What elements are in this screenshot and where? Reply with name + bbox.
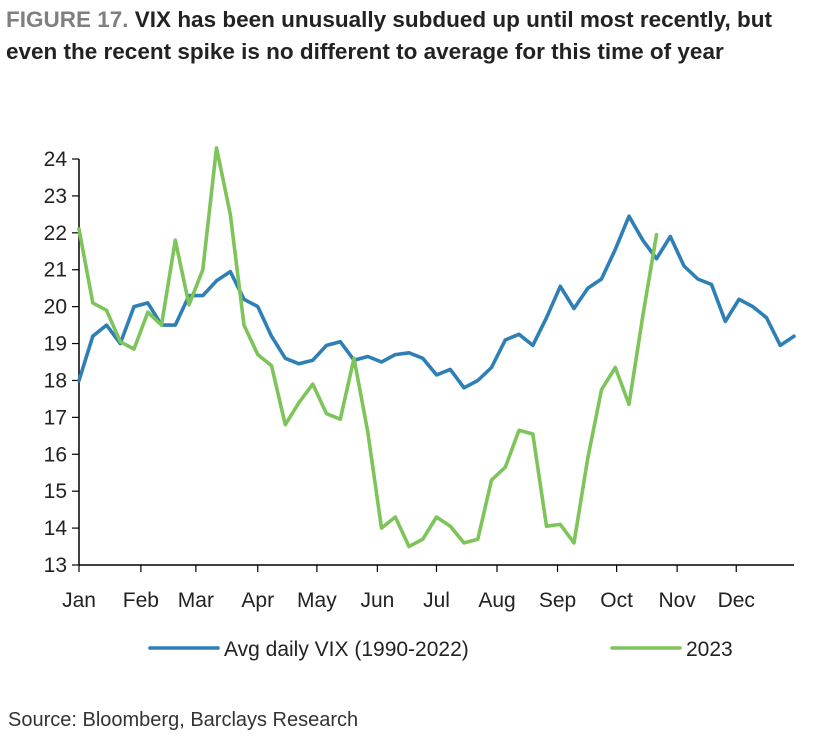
y-tick-label: 22 [44,222,67,245]
x-tick-label: Feb [123,589,159,612]
x-tick-label: Mar [178,589,214,612]
x-tick-label: Nov [658,589,696,612]
legend-label: 2023 [686,638,733,661]
y-tick-label: 19 [44,333,67,356]
chart-axes: 13 14 15 16 17 18 19 20 21 22 23 24 Jan Feb Mar Apr May J… [44,148,794,612]
x-tick-label: Jul [423,589,450,612]
legend-label: Avg daily VIX (1990-2022) [224,638,469,661]
chart-legend: Avg daily VIX (1990-2022) 2023 [148,638,733,661]
y-tick-label: 16 [44,443,67,466]
y-tick-label: 24 [44,148,68,171]
y-tick-label: 14 [44,517,68,540]
y-tick-label: 21 [44,259,67,282]
y-tick-label: 13 [44,554,67,577]
title-text: VIX has been unusually subdued up until … [6,7,772,64]
vix-2023-series-line [77,146,659,549]
x-tick-label: Jan [62,589,96,612]
x-tick-label: Dec [718,589,755,612]
x-tick-label: Aug [478,589,515,612]
chart-series [77,146,796,549]
vix-line-chart: 13 14 15 16 17 18 19 20 21 22 23 24 Jan Feb Mar Apr May J… [44,146,796,661]
x-tick-label: Oct [600,589,633,612]
x-tick-label: Jun [360,589,394,612]
y-tick-label: 23 [44,185,67,208]
x-tick-label: Apr [241,589,274,612]
y-tick-label: 15 [44,480,67,503]
x-tick-label: Sep [539,589,576,612]
y-tick-label: 18 [44,369,67,392]
y-tick-label: 17 [44,406,67,429]
source-note: Source: Bloomberg, Barclays Research [8,709,359,731]
avg-vix-series-line [77,214,796,390]
y-tick-label: 20 [44,296,67,319]
figure-label: FIGURE 17. [6,7,129,32]
chart-title: FIGURE 17. VIX has been unusually subdue… [6,4,821,68]
x-tick-label: May [297,589,337,612]
